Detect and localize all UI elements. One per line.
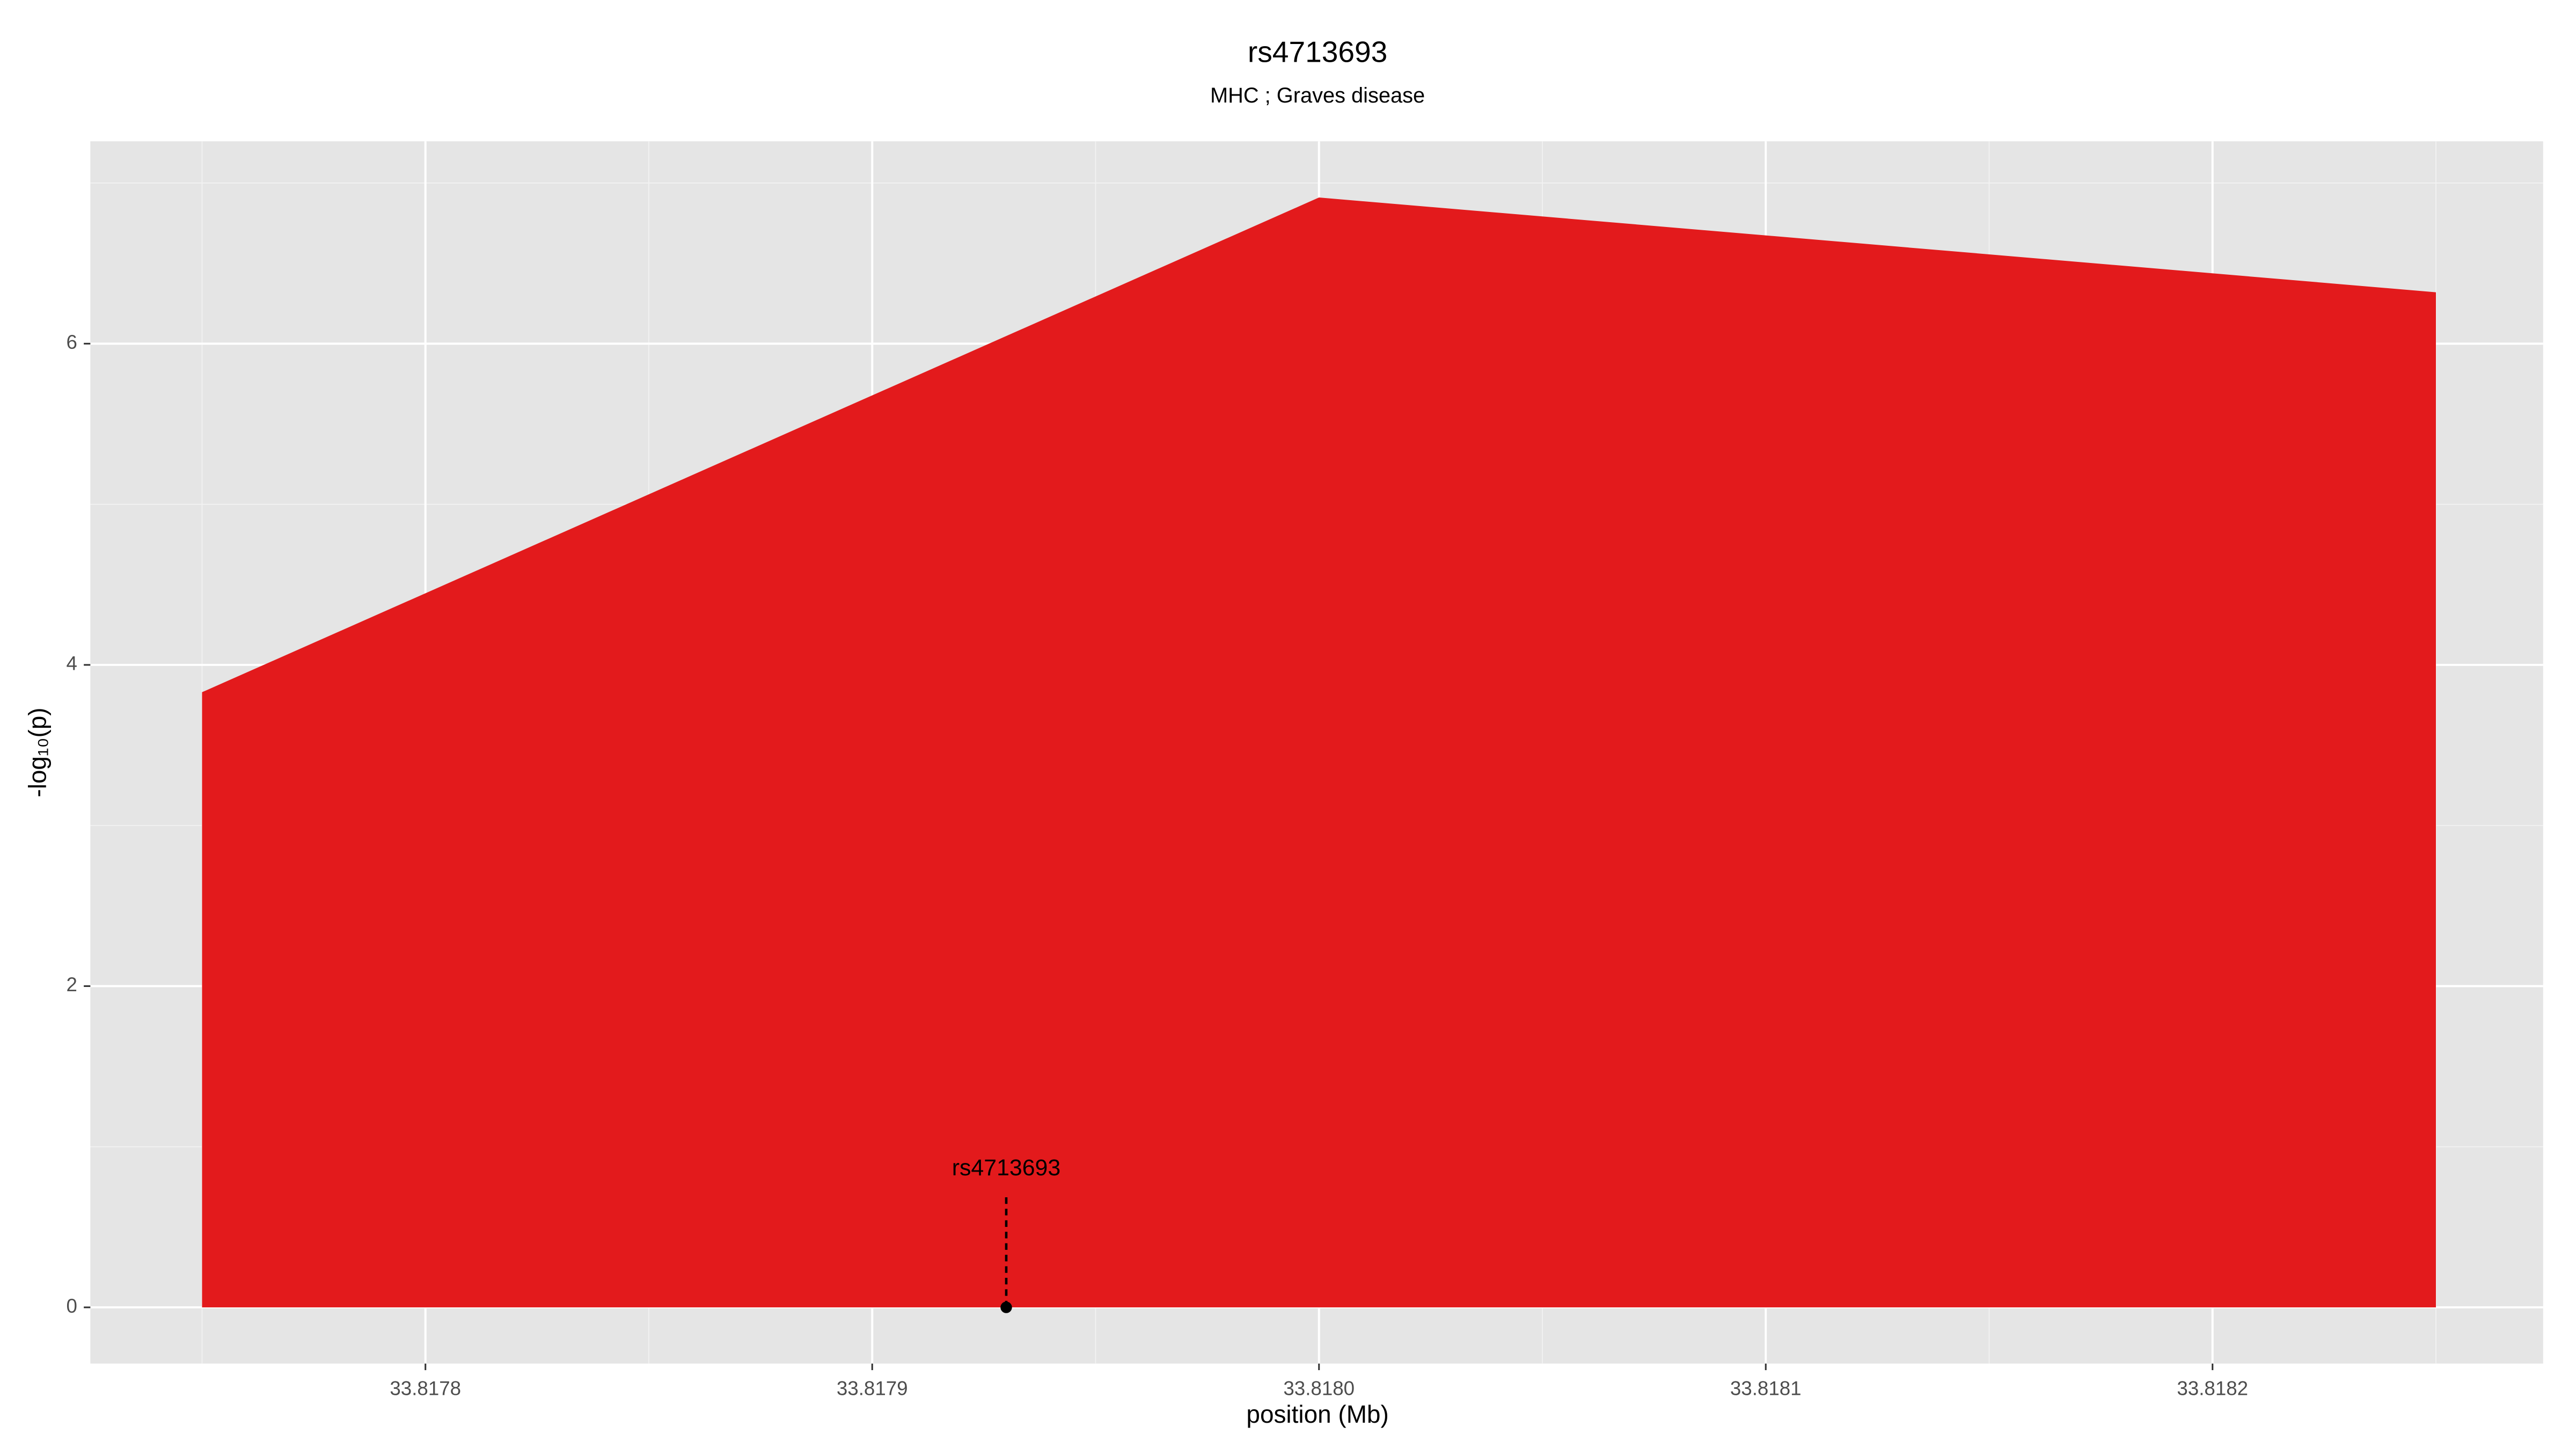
annotation-point — [1000, 1301, 1012, 1313]
x-tick-label: 33.8182 — [2177, 1377, 2248, 1399]
y-tick-label: 0 — [66, 1295, 77, 1317]
y-tick-label: 6 — [66, 331, 77, 353]
area — [202, 197, 2436, 1308]
y-tick-label: 2 — [66, 974, 77, 996]
x-tick-label: 33.8178 — [390, 1377, 461, 1399]
x-tick-label: 33.8180 — [1283, 1377, 1355, 1399]
x-tick-label: 33.8179 — [837, 1377, 908, 1399]
chart-subtitle: MHC ; Graves disease — [1210, 84, 1425, 107]
x-tick-label: 33.8181 — [1730, 1377, 1802, 1399]
chart-title: rs4713693 — [1248, 35, 1387, 69]
y-axis-label: -log₁₀(p) — [24, 707, 52, 797]
y-tick-label: 4 — [66, 653, 77, 675]
x-axis-label: position (Mb) — [1246, 1400, 1388, 1428]
marks: rs4713693 — [202, 197, 2436, 1313]
annotation-label: rs4713693 — [952, 1155, 1060, 1181]
